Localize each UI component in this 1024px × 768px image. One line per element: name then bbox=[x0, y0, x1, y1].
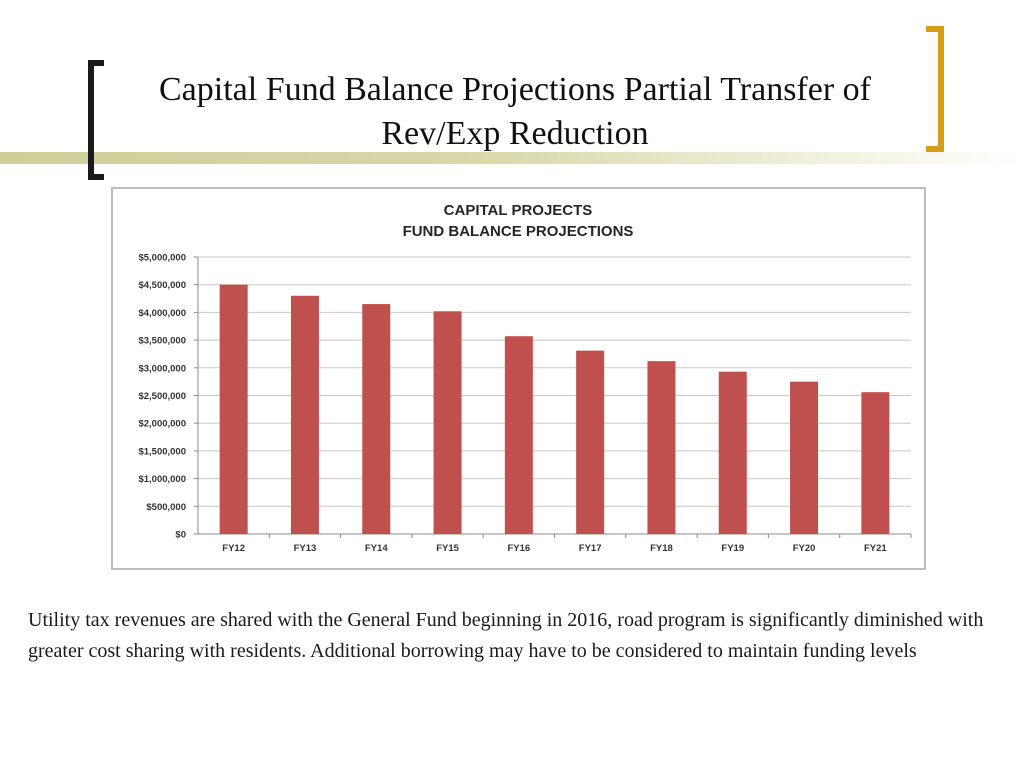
bar bbox=[718, 371, 747, 534]
y-tick-label: $2,500,000 bbox=[138, 391, 186, 402]
x-tick-label: FY16 bbox=[507, 543, 530, 554]
x-tick-label: FY17 bbox=[579, 543, 602, 554]
chart-title-line: FUND BALANCE PROJECTIONS bbox=[403, 223, 634, 240]
slide-title: Capital Fund Balance Projections Partial… bbox=[159, 71, 871, 152]
bar bbox=[861, 392, 890, 534]
bar bbox=[576, 350, 605, 534]
x-tick-label: FY15 bbox=[436, 543, 459, 554]
y-tick-label: $500,000 bbox=[146, 502, 186, 513]
x-tick-label: FY20 bbox=[793, 543, 816, 554]
x-tick-label: FY14 bbox=[365, 543, 388, 554]
chart-title-line: CAPITAL PROJECTS bbox=[444, 202, 593, 219]
bar bbox=[362, 304, 391, 534]
y-tick-label: $5,000,000 bbox=[138, 253, 186, 264]
slide-caption: Utility tax revenues are shared with the… bbox=[28, 609, 984, 662]
y-tick-label: $1,000,000 bbox=[138, 474, 186, 485]
title-accent-line bbox=[0, 152, 1024, 164]
y-tick-label: $2,000,000 bbox=[138, 419, 186, 430]
chart-frame: CAPITAL PROJECTS FUND BALANCE PROJECTIONS… bbox=[111, 187, 926, 570]
x-tick-label: FY13 bbox=[294, 543, 317, 554]
x-tick-label: FY19 bbox=[721, 543, 744, 554]
y-tick-label: $3,000,000 bbox=[138, 363, 186, 374]
bar-chart: CAPITAL PROJECTS FUND BALANCE PROJECTIONS… bbox=[138, 202, 912, 554]
bar bbox=[219, 284, 248, 534]
bar bbox=[647, 361, 676, 534]
bar bbox=[290, 295, 319, 534]
x-tick-label: FY12 bbox=[222, 543, 245, 554]
y-tick-label: $1,500,000 bbox=[138, 446, 186, 457]
left-bracket-decoration bbox=[88, 60, 104, 180]
x-tick-label: FY18 bbox=[650, 543, 673, 554]
bar bbox=[504, 336, 533, 534]
y-tick-label: $0 bbox=[175, 530, 186, 541]
y-tick-label: $3,500,000 bbox=[138, 336, 186, 347]
bar bbox=[790, 381, 819, 534]
bar bbox=[433, 311, 462, 534]
y-tick-label: $4,500,000 bbox=[138, 280, 186, 291]
right-bracket-decoration bbox=[926, 26, 944, 152]
x-tick-label: FY21 bbox=[864, 543, 887, 554]
y-tick-label: $4,000,000 bbox=[138, 308, 186, 319]
